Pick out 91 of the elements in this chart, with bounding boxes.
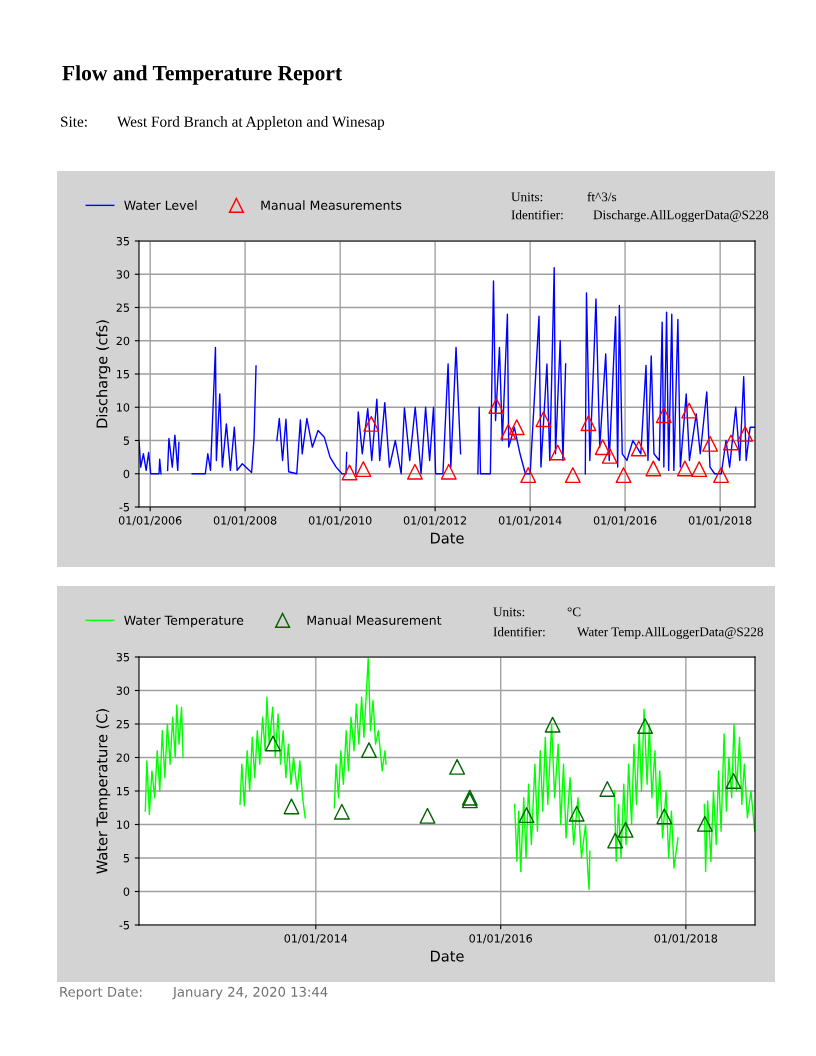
point (568, 805, 585, 822)
point (702, 435, 719, 452)
point (645, 460, 662, 477)
point (676, 460, 693, 477)
text: January 24, 2020 13:44 (172, 986, 328, 1000)
text: Identifier: (511, 209, 563, 220)
text: °C (567, 607, 581, 617)
point (440, 463, 457, 480)
point (696, 815, 713, 832)
point (341, 464, 358, 481)
point (544, 716, 561, 733)
point (637, 718, 654, 734)
point (617, 821, 634, 838)
point (722, 434, 739, 451)
y-tick-label: 20 (116, 753, 130, 762)
text: Identifier: (493, 626, 545, 637)
y-tick-label: 10 (117, 403, 130, 412)
legend-label: Water Temperature (124, 615, 244, 628)
legend-label: Manual Measurement (307, 615, 442, 625)
point (607, 832, 624, 849)
text: Water Temp.AllLoggerData@S228 (577, 627, 764, 639)
chart-title: Flow and Temperature Report (62, 65, 342, 85)
point (535, 411, 552, 428)
x-tick-label: 01/01/2018 (688, 516, 752, 526)
text: Units: (493, 607, 525, 617)
x-tick-label: 01/01/2014 (498, 516, 562, 526)
y-tick-label: 25 (116, 303, 129, 312)
x-tick-label: 01/01/2010 (308, 516, 372, 526)
point (681, 402, 698, 419)
x-tick-label: 01/01/2006 (118, 516, 182, 526)
y-tick-label: -5 (119, 921, 129, 930)
x-tick-label: 01/01/2016 (593, 516, 657, 526)
y-tick-label: 35 (116, 652, 129, 662)
text: ft^3/s (587, 191, 617, 202)
y-axis-title: Water Temperature (C) (96, 709, 111, 874)
point (564, 467, 581, 484)
y-tick-label: 15 (117, 370, 129, 379)
point (363, 415, 380, 432)
y-tick-label: 10 (117, 820, 130, 829)
point (725, 772, 742, 789)
point (737, 425, 754, 442)
point (265, 735, 281, 752)
y-tick-label: 30 (116, 686, 130, 695)
point (594, 439, 611, 456)
point (500, 423, 517, 440)
point (355, 461, 372, 478)
legend-label: Water Level (124, 200, 197, 210)
x-tick-label: 01/01/2012 (403, 516, 467, 526)
point (630, 440, 647, 457)
y-tick-label: 0 (123, 469, 130, 479)
point (691, 461, 708, 478)
point (449, 758, 466, 775)
point (655, 407, 672, 424)
point (601, 447, 618, 464)
point (508, 419, 525, 436)
point (488, 397, 505, 414)
point (419, 807, 436, 824)
text: Units: (511, 192, 543, 202)
text: Discharge.AllLoggerData@S228 (593, 210, 769, 222)
point (615, 467, 632, 484)
y-tick-label: -5 (119, 503, 129, 512)
text: Site: (61, 116, 87, 127)
text: West Ford Branch at Appleton and Winesap (117, 116, 385, 130)
point (580, 415, 597, 432)
x-tick-label: 01/01/2014 (284, 934, 348, 944)
point (283, 798, 300, 815)
x-tick-label: 01/01/2018 (654, 934, 718, 944)
x-axis-title: Date (431, 532, 464, 544)
y-axis-title: Discharge (cfs) (96, 320, 111, 428)
point (406, 463, 423, 480)
point (518, 807, 535, 824)
y-tick-label: 35 (116, 236, 129, 246)
point (520, 467, 537, 484)
y-tick-label: 5 (123, 436, 129, 445)
point (361, 742, 377, 759)
x-tick-label: 01/01/2016 (469, 934, 533, 944)
y-tick-label: 0 (123, 887, 130, 896)
x-axis-title: Date (431, 950, 464, 962)
x-tick-label: 01/01/2008 (213, 516, 277, 526)
y-tick-label: 15 (117, 787, 129, 796)
point (549, 444, 566, 461)
y-tick-label: 5 (123, 854, 129, 863)
text: Report Date: (60, 987, 142, 1000)
point (713, 467, 730, 484)
legend-label: Manual Measurements (261, 200, 402, 210)
y-tick-label: 30 (116, 270, 130, 279)
y-tick-label: 20 (116, 336, 130, 346)
point (599, 781, 616, 797)
y-tick-label: 25 (116, 719, 129, 729)
point (656, 808, 673, 825)
point (333, 803, 350, 820)
